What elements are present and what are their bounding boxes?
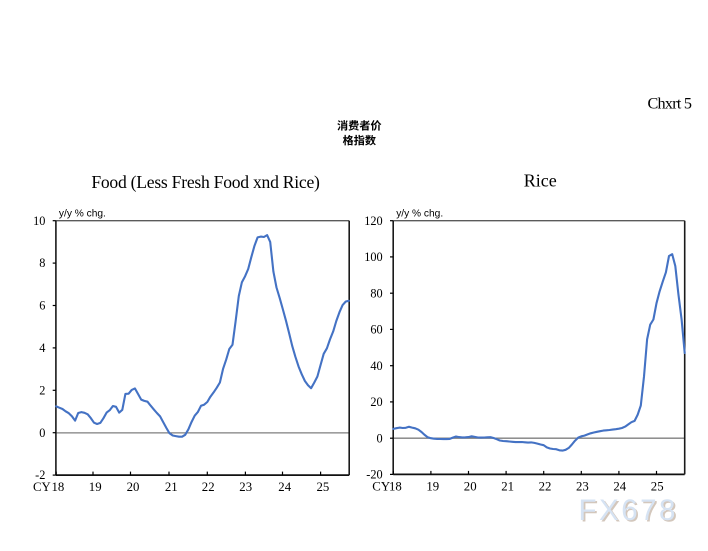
svg-text:40: 40 — [370, 359, 382, 373]
svg-text:23: 23 — [576, 479, 589, 493]
svg-text:4: 4 — [39, 341, 45, 355]
svg-text:8: 8 — [39, 256, 45, 270]
svg-text:CY: CY — [372, 479, 390, 493]
svg-text:10: 10 — [33, 214, 45, 228]
svg-text:Food (Less Fresh Food xnd Rice: Food (Less Fresh Food xnd Rice) — [91, 172, 320, 192]
svg-text:19: 19 — [426, 479, 439, 493]
svg-text:Rice: Rice — [524, 171, 557, 191]
svg-text:y/y % chg.: y/y % chg. — [59, 209, 106, 220]
svg-text:22: 22 — [539, 479, 552, 493]
svg-text:24: 24 — [613, 479, 626, 493]
svg-text:CY: CY — [33, 480, 51, 494]
svg-text:23: 23 — [239, 480, 252, 494]
svg-text:19: 19 — [89, 480, 102, 494]
svg-text:24: 24 — [278, 480, 291, 494]
svg-text:-20: -20 — [366, 468, 382, 482]
svg-text:22: 22 — [202, 480, 215, 494]
svg-text:FX678: FX678 — [580, 496, 679, 529]
svg-text:100: 100 — [364, 250, 382, 264]
svg-text:21: 21 — [165, 480, 178, 494]
svg-text:18: 18 — [52, 480, 65, 494]
svg-text:25: 25 — [317, 480, 330, 494]
svg-text:Chxrt 5: Chxrt 5 — [648, 94, 692, 112]
svg-text:21: 21 — [501, 479, 514, 493]
svg-text:60: 60 — [370, 323, 382, 337]
svg-text:0: 0 — [39, 426, 45, 440]
svg-text:6: 6 — [39, 299, 45, 313]
svg-text:20: 20 — [127, 480, 140, 494]
svg-text:25: 25 — [651, 479, 664, 493]
svg-text:-2: -2 — [35, 468, 45, 482]
svg-text:120: 120 — [364, 214, 382, 228]
svg-text:2: 2 — [39, 383, 45, 397]
svg-text:18: 18 — [389, 479, 402, 493]
svg-text:FX678: FX678 — [579, 494, 678, 527]
svg-text:20: 20 — [464, 479, 477, 493]
svg-text:0: 0 — [377, 431, 383, 445]
svg-text:80: 80 — [370, 286, 382, 300]
svg-text:y/y % chg.: y/y % chg. — [396, 209, 443, 220]
svg-text:20: 20 — [370, 395, 382, 409]
